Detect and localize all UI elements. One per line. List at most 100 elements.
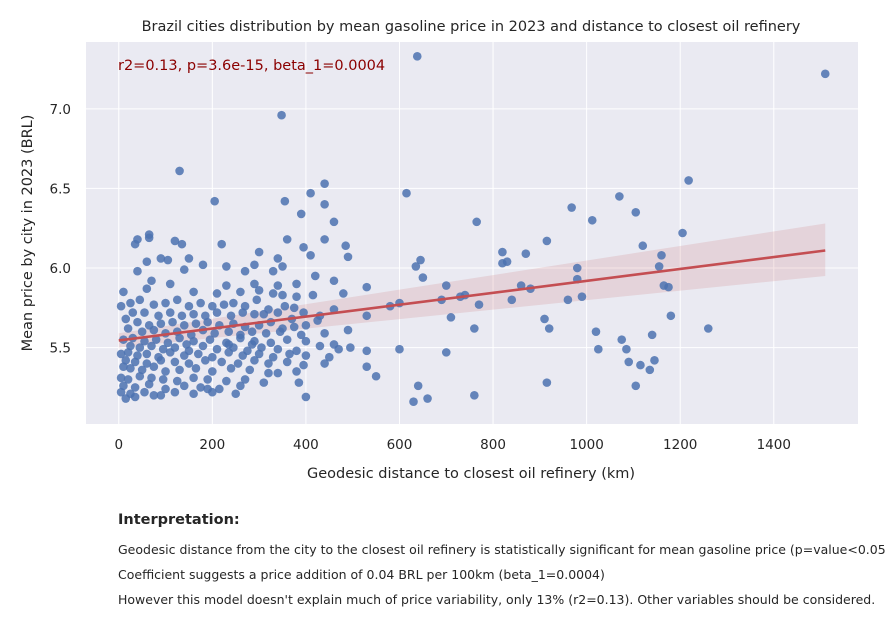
data-point (678, 228, 687, 238)
data-point (278, 290, 287, 300)
grid-lines (86, 42, 858, 424)
data-point (703, 324, 713, 333)
data-point (158, 375, 168, 384)
data-point (250, 279, 259, 289)
data-point (820, 69, 830, 79)
data-point (313, 316, 322, 325)
data-point (144, 233, 154, 243)
data-point (177, 239, 187, 249)
x-tick-label: 1400 (757, 437, 791, 453)
data-point (371, 371, 381, 381)
data-point (654, 262, 664, 271)
data-point (268, 352, 278, 362)
data-point (254, 247, 264, 257)
data-point (617, 335, 627, 344)
data-point (126, 298, 135, 308)
data-point (277, 110, 286, 120)
data-point (208, 352, 217, 362)
interpretation-line-significance: Geodesic distance from the city to the c… (118, 542, 886, 557)
data-point (179, 381, 189, 391)
data-point (149, 391, 159, 400)
data-point (275, 327, 285, 336)
data-point (217, 239, 226, 249)
data-point (149, 300, 159, 309)
data-point (189, 287, 198, 297)
data-point (156, 356, 166, 365)
data-point (264, 359, 273, 368)
data-point (212, 289, 222, 298)
data-point (179, 265, 189, 274)
data-point (472, 217, 481, 227)
data-point (184, 359, 194, 368)
data-point (250, 309, 259, 319)
data-point (222, 281, 231, 290)
data-point (210, 196, 219, 206)
data-point (203, 375, 212, 384)
data-point (224, 348, 234, 357)
data-point (299, 243, 308, 252)
data-point (542, 378, 552, 387)
data-point (130, 239, 140, 249)
chart-title: Brazil cities distribution by mean gasol… (142, 19, 801, 35)
data-point (161, 367, 170, 376)
data-point (296, 209, 306, 219)
data-point (119, 362, 128, 372)
data-point (179, 351, 189, 360)
data-point (189, 336, 198, 346)
data-point (126, 363, 135, 373)
y-tick-labels: 5.5 6.0 6.5 7.0 (50, 102, 71, 357)
data-point (165, 348, 175, 357)
data-point (156, 254, 166, 263)
data-point (301, 321, 311, 330)
data-point (329, 217, 339, 227)
data-point (226, 363, 236, 373)
data-point (245, 365, 255, 375)
data-point (540, 314, 549, 324)
data-point (334, 344, 343, 354)
data-point (252, 295, 262, 305)
data-point (177, 311, 187, 321)
data-point (441, 348, 451, 357)
data-point (161, 384, 170, 394)
data-point (542, 236, 552, 246)
data-point (165, 308, 175, 317)
data-point (343, 325, 353, 335)
data-point (684, 176, 693, 185)
data-point (264, 368, 273, 378)
data-point (222, 376, 231, 386)
data-point (238, 351, 248, 360)
data-point (172, 295, 182, 305)
data-point (441, 281, 451, 290)
data-point (142, 257, 152, 266)
data-point (240, 375, 250, 384)
data-point (191, 319, 201, 329)
data-point (282, 235, 292, 244)
data-point (320, 235, 329, 244)
data-point (498, 247, 507, 257)
data-point (203, 384, 212, 394)
data-point (273, 344, 283, 354)
data-point (273, 308, 283, 317)
data-point (587, 215, 597, 225)
x-tick-label: 1200 (663, 437, 697, 453)
data-point (282, 357, 292, 367)
data-point (474, 300, 484, 309)
data-point (294, 378, 304, 387)
data-point (116, 387, 126, 397)
data-point (423, 394, 432, 403)
data-point (299, 360, 308, 370)
x-tick-label: 800 (480, 437, 506, 453)
data-point (156, 319, 166, 329)
data-point (184, 254, 194, 263)
x-tick-labels: 0 200 400 600 800 1000 1200 1400 (114, 437, 791, 453)
data-point (121, 394, 131, 403)
data-point (310, 271, 320, 281)
y-tick-label: 5.5 (50, 341, 71, 357)
data-point (395, 344, 404, 354)
data-point (572, 263, 582, 273)
data-point (261, 328, 271, 338)
data-point (339, 289, 348, 298)
data-point (409, 397, 418, 407)
data-point (591, 327, 601, 336)
data-point (158, 344, 168, 354)
